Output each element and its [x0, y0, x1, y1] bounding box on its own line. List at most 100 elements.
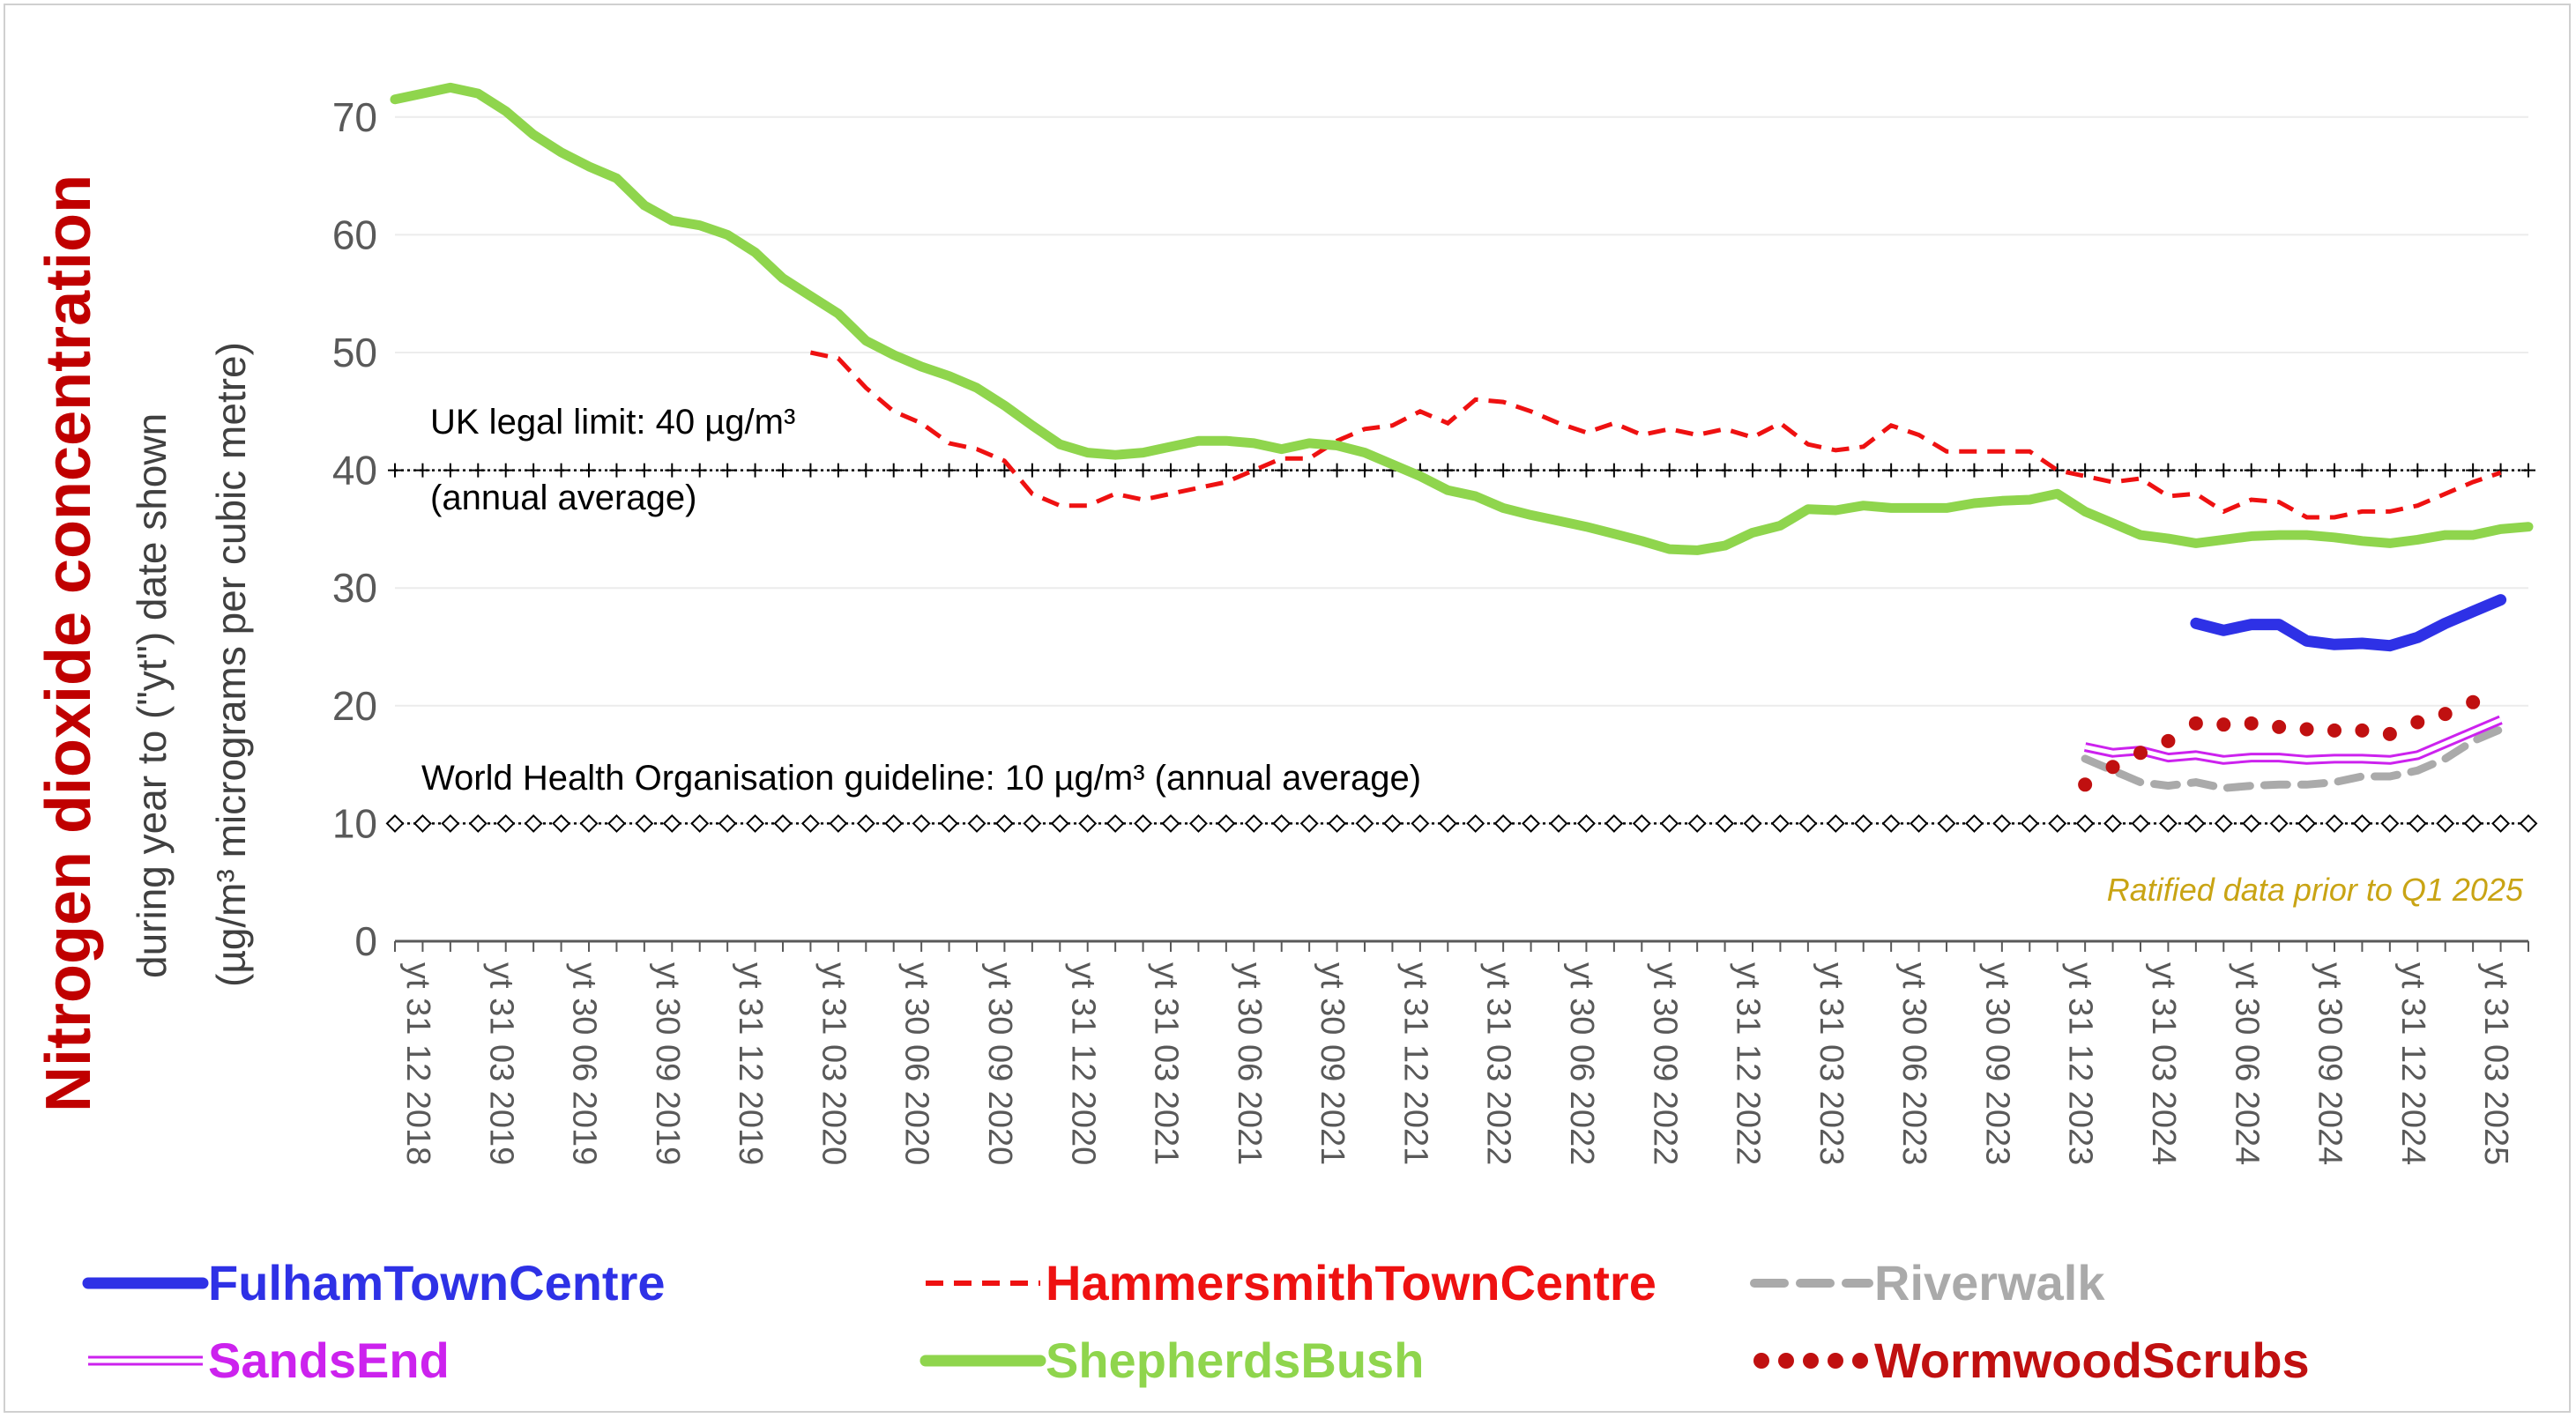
plus-marker: [415, 463, 430, 478]
diamond-marker: [2103, 813, 2122, 833]
plus-marker: [1135, 463, 1150, 478]
x-tick-label: yt 30 09 2019: [649, 962, 686, 1165]
data-point: [2327, 723, 2341, 738]
legend-item-wormwoodscrubs: WormwoodScrubs: [1753, 1333, 2310, 1388]
plus-marker: [1441, 463, 1456, 478]
series-wormwoodscrubs: [2078, 694, 2481, 792]
plus-marker: [2521, 463, 2535, 478]
diamond-marker: [1577, 813, 1596, 833]
data-point: [2272, 719, 2287, 734]
diamond-marker: [2436, 813, 2455, 833]
legend-label: SandsEnd: [208, 1333, 450, 1388]
plus-marker: [2133, 463, 2148, 478]
series-riverwalk: [2081, 725, 2505, 792]
diamond-marker: [1466, 813, 1485, 833]
legend-item-riverwalk: Riverwalk: [1750, 1255, 2105, 1310]
diamond-marker: [1244, 813, 1263, 833]
ratified-data-note: Ratified data prior to Q1 2025: [2107, 872, 2524, 908]
diamond-marker: [2159, 813, 2178, 833]
y-axis-label-line2: (µg/m³ micrograms per cubic metre): [208, 342, 254, 987]
x-tick-label: yt 30 06 2021: [1231, 962, 1268, 1165]
x-tick-label: yt 31 12 2021: [1396, 962, 1433, 1165]
plus-marker: [1164, 463, 1178, 478]
legend-swatch: [1828, 1353, 1843, 1369]
y-tick-label: 40: [332, 448, 377, 494]
diamond-marker: [1687, 813, 1707, 833]
plus-marker: [859, 463, 874, 478]
x-tick-label: yt 31 12 2020: [1064, 962, 1101, 1165]
diamond-marker: [2214, 813, 2233, 833]
series-line: [2190, 594, 2507, 652]
plus-marker: [720, 463, 735, 478]
plus-marker: [1024, 463, 1039, 478]
data-point: [2410, 715, 2425, 730]
plus-marker: [1856, 463, 1871, 478]
data-point: [2244, 716, 2259, 731]
data-point: [2466, 694, 2481, 709]
plus-marker: [1468, 463, 1483, 478]
plus-marker: [1662, 463, 1677, 478]
diamond-marker: [1493, 813, 1513, 833]
diamond-marker: [2269, 813, 2289, 833]
y-tick-label: 10: [332, 800, 377, 846]
diamond-marker: [2380, 813, 2400, 833]
diamond-marker: [662, 813, 681, 833]
legend-item-fulhamtowncentre: FulhamTownCentre: [82, 1255, 666, 1310]
x-tick-label: yt 31 03 2019: [482, 962, 519, 1165]
axes: 0 10 20 30 40 50 60 70 yt 31 12 2018 yt 31 03 201…: [332, 94, 2529, 1165]
plus-marker: [388, 463, 402, 478]
diamond-marker: [1050, 813, 1069, 833]
plus-marker: [1717, 463, 1732, 478]
legend-swatch: [1753, 1353, 1769, 1369]
y-tick-label: 30: [332, 565, 377, 611]
diamond-marker: [773, 813, 793, 833]
diamond-marker: [2242, 813, 2261, 833]
x-tick-label: yt 31 12 2022: [1730, 962, 1767, 1165]
diamond-marker: [1411, 813, 1430, 833]
plus-marker: [1191, 463, 1206, 478]
legend-swatch: [1852, 1353, 1868, 1369]
plus-marker: [1053, 463, 1068, 478]
plus-marker: [1247, 463, 1262, 478]
plus-marker: [1939, 463, 1954, 478]
plus-marker: [1828, 463, 1843, 478]
x-tick-label: yt 31 12 2024: [2394, 962, 2431, 1165]
diamond-marker: [1965, 813, 1984, 833]
legend-label: ShepherdsBush: [1046, 1333, 1424, 1388]
legend-swatch: [1803, 1353, 1819, 1369]
x-tick-label: yt 31 03 2021: [1148, 962, 1185, 1165]
plus-marker: [2022, 463, 2037, 478]
data-point: [2078, 777, 2093, 792]
plus-marker: [2410, 463, 2425, 478]
series-hammersmithtowncentre: [809, 350, 2502, 520]
x-tick-label: yt 31 12 2018: [399, 962, 436, 1165]
plus-marker: [665, 463, 680, 478]
diamond-marker: [607, 813, 626, 833]
x-tick-label: yt 31 03 2023: [1813, 962, 1850, 1165]
diamond-marker: [1660, 813, 1679, 833]
uk-limit-sublabel: (annual average): [430, 479, 696, 517]
plus-marker: [1274, 463, 1289, 478]
chart-frame: [4, 4, 2571, 1413]
plus-marker: [554, 463, 569, 478]
diamond-marker: [1106, 813, 1125, 833]
diamond-marker: [829, 813, 848, 833]
plus-marker: [2050, 463, 2065, 478]
series-line: [390, 82, 2534, 555]
plus-marker: [776, 463, 790, 478]
x-tick-label: yt 30 06 2019: [566, 962, 603, 1165]
diamond-marker: [995, 813, 1014, 833]
diamond-marker: [2186, 813, 2206, 833]
plus-marker: [637, 463, 651, 478]
diamond-marker: [1743, 813, 1762, 833]
diamond-marker: [1549, 813, 1568, 833]
legend-item-shepherdsbush: ShepherdsBush: [919, 1333, 1424, 1388]
legend-item-hammersmithtowncentre: HammersmithTownCentre: [926, 1255, 1657, 1310]
data-point: [2438, 707, 2453, 722]
diamond-marker: [385, 813, 405, 833]
diamond-marker: [2353, 813, 2371, 833]
data-point: [2105, 760, 2120, 775]
plus-marker: [2299, 463, 2314, 478]
diamond-marker: [1771, 813, 1790, 833]
plus-marker: [1911, 463, 1926, 478]
